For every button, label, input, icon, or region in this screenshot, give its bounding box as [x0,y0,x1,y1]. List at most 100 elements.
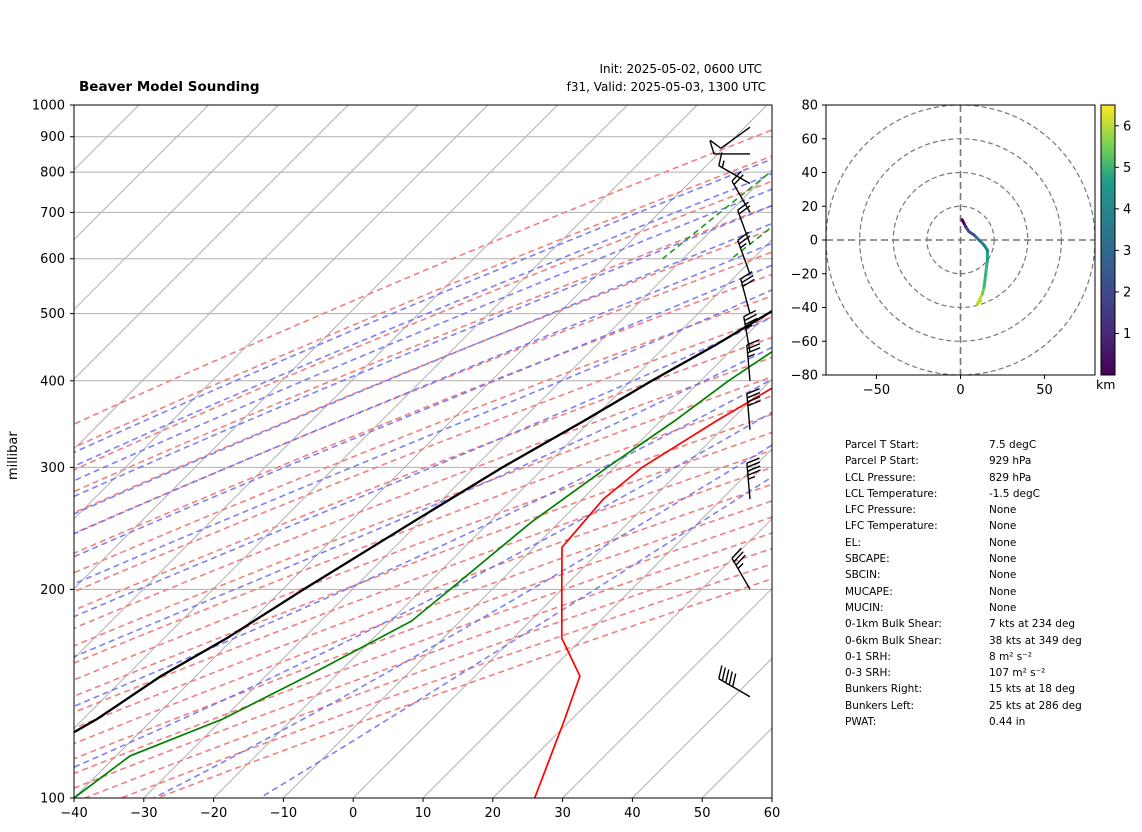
y-axis-label: millibar [6,431,21,480]
barb-flag [725,669,730,683]
wind-barb [709,140,750,155]
barb-shaft [718,165,751,185]
param-name: Parcel T Start: [845,439,919,451]
hodograph-trace [960,218,989,306]
param-row: MUCAPE: None [845,584,1082,600]
param-name: EL: [845,536,862,549]
mixing-ratio-line [914,105,1120,259]
temp-tick-label: −30 [130,806,157,821]
barb-shaft [746,463,751,500]
pressure-tick-label: 200 [40,583,65,598]
barb-half [721,160,725,168]
hodo-x-tick-label: 50 [1036,383,1053,398]
param-name: 0-6km Bulk Shear: [845,634,942,647]
dry-adiabat [74,483,772,745]
temp-tick-label: −10 [270,806,297,821]
param-row: LFC Temperature: None [845,518,1082,534]
barb-flag [746,339,760,346]
param-name: MUCIN: [845,601,884,614]
barb-half [740,243,747,249]
param-row: LFC Pressure: None [845,502,1082,518]
param-value: 929 hPa [989,455,1032,468]
barb-flag [747,396,761,403]
param-name: SBCAPE: [845,553,890,566]
temp-tick-label: −40 [60,806,87,821]
param-value: 38 kts at 349 deg [989,634,1082,647]
barb-flag [746,388,760,395]
param-value: None [989,504,1017,517]
temp-tick-label: 0 [349,806,357,821]
wind-barb [746,388,761,430]
colorbar-tick-label: 5 [1123,161,1131,176]
moist-adiabat [74,378,772,708]
dry-adiabat [74,155,772,449]
moist-adiabat [74,188,772,482]
param-name: 0-3 SRH: [845,667,891,680]
param-value: 7 kts at 234 deg [989,618,1076,631]
mixing-ratio-line [823,105,1023,259]
hodo-y-tick-label: −60 [791,335,818,350]
barb-shaft [718,678,751,698]
wind-barb [737,231,751,275]
barb-flag [743,309,757,318]
colorbar-unit: km [1096,377,1116,392]
temp-tick-label: 50 [694,806,711,821]
param-value: None [989,536,1017,549]
hodo-y-tick-label: 40 [801,166,818,181]
hodo-y-tick-label: 20 [801,200,818,215]
dry-adiabat [74,466,772,730]
barb-flag [718,152,723,166]
barb-flag [718,665,723,679]
isotherm [74,105,628,660]
barb-flag [747,400,761,407]
hodograph-segment [982,272,988,289]
param-value: -1.5 degC [989,487,1040,500]
param-row: PWAT: 0.44 in [845,714,1082,730]
hodo-y-tick-label: −80 [791,369,818,384]
param-row: LCL Pressure: 829 hPa [845,470,1082,486]
barb-flag [735,554,746,566]
temp-tick-label: 10 [415,806,432,821]
param-name: LCL Pressure: [845,471,916,484]
barb-flag [721,667,727,681]
barb-shaft [731,557,751,590]
barb-flag [728,671,733,685]
dry-adiabat [74,500,772,760]
temperature-trace [533,387,772,798]
param-name: PWAT: [845,716,877,729]
colorbar-tick-label: 6 [1123,119,1131,134]
wind-barb [709,126,751,149]
dry-adiabat [74,204,772,493]
parcel-trace [74,309,772,734]
wind-barb [740,271,755,314]
param-row: Parcel P Start: 929 hPa [845,453,1082,469]
isotherm [74,105,768,798]
param-row: SBCAPE: None [845,551,1082,567]
pressure-tick-label: 300 [40,461,65,476]
param-name: SBCIN: [845,569,881,582]
isotherm [143,169,772,798]
param-name: LCL Temperature: [845,487,938,500]
barb-flag [738,205,751,215]
barb-flag [746,343,761,350]
param-value: None [989,553,1017,566]
moist-adiabat [74,288,772,585]
isotherm [74,105,209,241]
pressure-tick-label: 500 [40,307,65,322]
barb-flag [737,231,749,241]
hodo-y-tick-label: −40 [791,301,818,316]
barb-half [748,475,756,480]
pressure-tick-label: 1000 [32,99,65,114]
isotherm [74,105,279,311]
dry-adiabat [74,394,772,664]
mixing-ratio-line [869,105,1072,259]
barb-flag [747,347,761,354]
barb-shaft [737,209,751,245]
isotherm [422,448,772,798]
barb-flag [709,140,715,155]
param-name: LFC Temperature: [845,520,938,533]
isotherm [74,105,558,590]
wind-barbs [709,126,761,698]
